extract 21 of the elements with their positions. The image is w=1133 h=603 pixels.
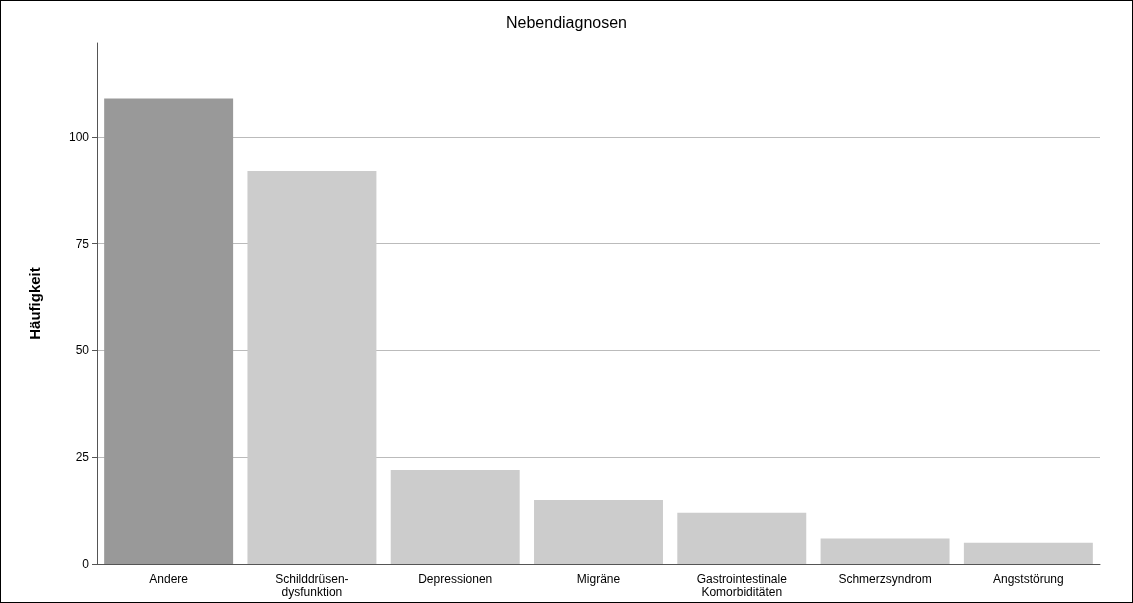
bar xyxy=(104,98,234,564)
x-tick-label: Depressionen xyxy=(418,571,493,586)
chart-title: Nebendiagnosen xyxy=(506,13,627,31)
y-tick-label: 0 xyxy=(82,557,90,571)
x-tick-label: Schilddrüsen- dysfunktion xyxy=(275,571,349,599)
bar xyxy=(247,171,377,564)
y-tick-label: 100 xyxy=(68,129,90,144)
y-axis-title: Häufigkeit xyxy=(26,267,43,340)
y-tick-label: 75 xyxy=(75,236,90,251)
x-tick-label: Gastrointestinale Komorbiditäten xyxy=(696,571,788,599)
bar xyxy=(963,542,1093,564)
y-tick-label: 25 xyxy=(75,450,90,465)
bar xyxy=(534,499,663,564)
x-tick-label: Angststörung xyxy=(993,571,1064,586)
bar xyxy=(820,538,950,564)
x-tick-label: Schmerzsyndrom xyxy=(838,571,932,586)
bar xyxy=(677,512,807,564)
y-tick-label: 50 xyxy=(75,343,90,358)
x-tick-label: Migräne xyxy=(576,571,621,586)
x-tick-label: Andere xyxy=(149,571,189,586)
bar xyxy=(390,470,520,564)
